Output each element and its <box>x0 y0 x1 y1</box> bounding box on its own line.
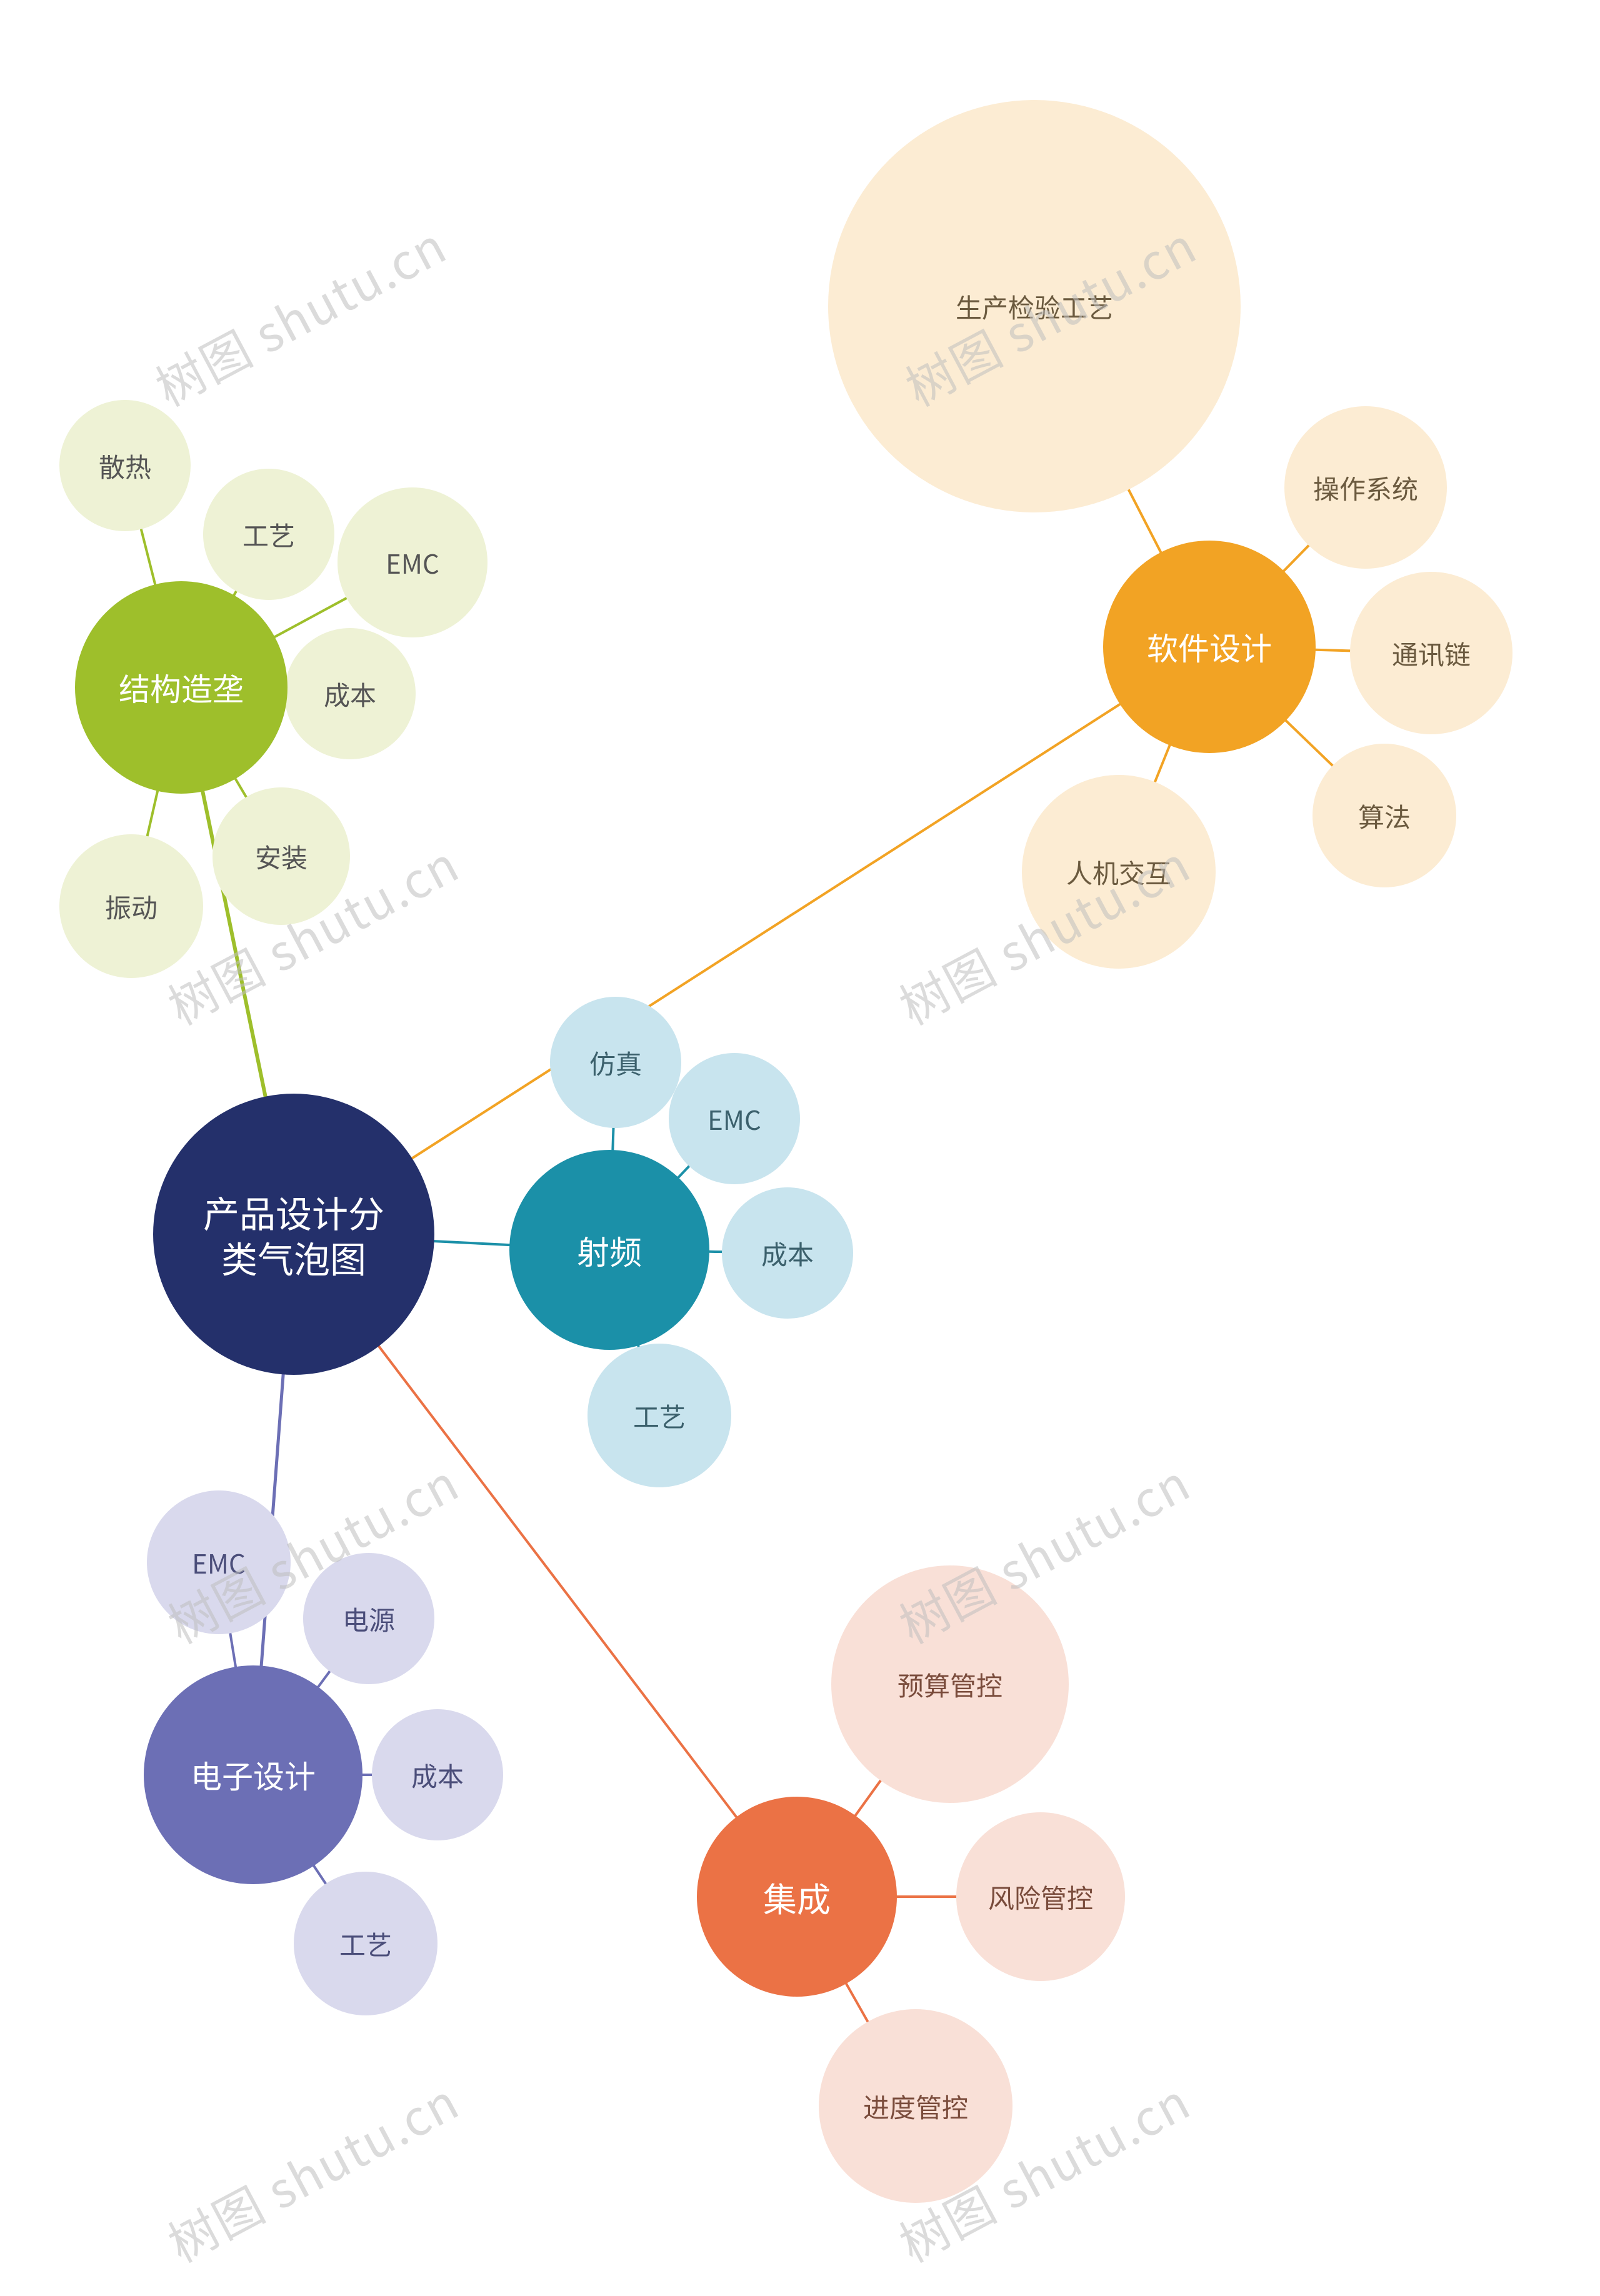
svg-text:成本: 成本 <box>761 1234 814 1272</box>
leaf-software-production: 生产检验工艺 <box>828 100 1241 512</box>
svg-text:预算管控: 预算管控 <box>898 1665 1002 1704</box>
svg-text:EMC: EMC <box>192 1544 246 1582</box>
edge-structure-gongyi <box>234 591 236 595</box>
cluster-integration: 集成 <box>697 1797 897 1997</box>
svg-text:集成: 集成 <box>763 1872 831 1922</box>
svg-text:操作系统: 操作系统 <box>1313 469 1418 507</box>
root-bubble: 产品设计分类气泡图 <box>153 1094 434 1375</box>
edge-rf-gongyi <box>638 1345 639 1347</box>
leaf-structure-sanre: 散热 <box>59 400 191 531</box>
leaf-software-algo: 算法 <box>1312 744 1456 887</box>
edge-elec-dianyuan <box>318 1671 329 1687</box>
svg-text:产品设计分类气泡图: 产品设计分类气泡图 <box>203 1185 384 1284</box>
leaf-int-jindu: 进度管控 <box>819 2009 1012 2203</box>
svg-text:射频: 射频 <box>577 1227 642 1274</box>
svg-text:散热: 散热 <box>99 447 151 485</box>
svg-text:振动: 振动 <box>105 887 158 926</box>
svg-text:结构造垄: 结构造垄 <box>119 665 244 710</box>
leaf-rf-chengben: 成本 <box>722 1187 853 1319</box>
cluster-software: 软件设计 <box>1103 541 1316 753</box>
svg-text:进度管控: 进度管控 <box>863 2087 968 2125</box>
edge-structure-anzhuang <box>236 779 246 797</box>
leaf-int-yusuan: 预算管控 <box>831 1565 1069 1803</box>
edge-structure-zhendong <box>148 791 158 836</box>
svg-text:算法: 算法 <box>1358 797 1411 835</box>
svg-text:工艺: 工艺 <box>339 1925 392 1963</box>
svg-text:EMC: EMC <box>386 544 439 582</box>
root-edge-rf <box>434 1241 509 1245</box>
edge-elec-emc <box>230 1634 236 1667</box>
leaf-structure-emc: EMC <box>338 487 488 637</box>
leaf-structure-zhendong: 振动 <box>59 834 203 978</box>
svg-text:通讯链: 通讯链 <box>1392 634 1471 672</box>
leaf-int-fengxian: 风险管控 <box>956 1812 1125 1981</box>
leaf-structure-gongyi: 工艺 <box>203 469 334 600</box>
svg-text:工艺: 工艺 <box>633 1397 686 1435</box>
leaf-elec-dianyuan: 电源 <box>303 1553 434 1684</box>
edge-structure-sanre <box>141 529 155 584</box>
edge-software-os <box>1284 546 1309 571</box>
leaf-structure-anzhuang: 安装 <box>212 787 350 925</box>
edge-software-algo <box>1286 721 1332 766</box>
svg-text:电源: 电源 <box>342 1600 395 1638</box>
cluster-rf: 射频 <box>509 1150 709 1350</box>
leaf-software-comm: 通讯链 <box>1350 572 1512 734</box>
svg-text:EMC: EMC <box>708 1100 761 1138</box>
svg-text:安装: 安装 <box>255 837 308 876</box>
svg-text:风险管控: 风险管控 <box>988 1878 1093 1916</box>
svg-text:仿真: 仿真 <box>589 1044 642 1082</box>
bubble-diagram: 散热工艺EMC成本安装振动生产检验工艺操作系统通讯链算法人机交互仿真EMC成本工… <box>0 0 1600 2296</box>
leaf-structure-chengben: 成本 <box>284 628 416 759</box>
leaf-software-os: 操作系统 <box>1284 406 1447 569</box>
svg-text:生产检验工艺: 生产检验工艺 <box>956 287 1113 326</box>
svg-text:人机交互: 人机交互 <box>1066 853 1171 891</box>
edge-software-comm <box>1316 650 1350 651</box>
hub-bubbles-layer: 结构造垄 软件设计射频电子设计集成 产品设计分类气泡图 <box>75 541 1316 1997</box>
cluster-structure: 结构造垄 <box>75 581 288 794</box>
edge-software-hmi <box>1155 746 1170 782</box>
svg-text:工艺: 工艺 <box>242 516 295 554</box>
edge-software-production <box>1129 490 1161 552</box>
edge-rf-fangzhen <box>612 1128 613 1150</box>
leaf-rf-gongyi: 工艺 <box>588 1344 731 1487</box>
edge-rf-emc <box>678 1166 689 1177</box>
edge-elec-gongyi <box>314 1866 326 1884</box>
leaf-rf-emc: EMC <box>669 1053 800 1184</box>
svg-text:电子设计: 电子设计 <box>191 1752 316 1797</box>
leaf-elec-chengben: 成本 <box>372 1709 503 1840</box>
leaf-elec-gongyi: 工艺 <box>294 1872 438 2015</box>
edge-int-yusuan <box>856 1780 881 1815</box>
edge-int-jindu <box>846 1984 868 2022</box>
svg-text:软件设计: 软件设计 <box>1147 624 1272 669</box>
leaf-elec-emc: EMC <box>147 1490 291 1634</box>
svg-text:成本: 成本 <box>411 1756 464 1794</box>
leaf-rf-fangzhen: 仿真 <box>550 997 681 1128</box>
svg-text:成本: 成本 <box>324 675 376 713</box>
cluster-electronic: 电子设计 <box>144 1665 362 1884</box>
leaf-software-hmi: 人机交互 <box>1022 775 1216 969</box>
